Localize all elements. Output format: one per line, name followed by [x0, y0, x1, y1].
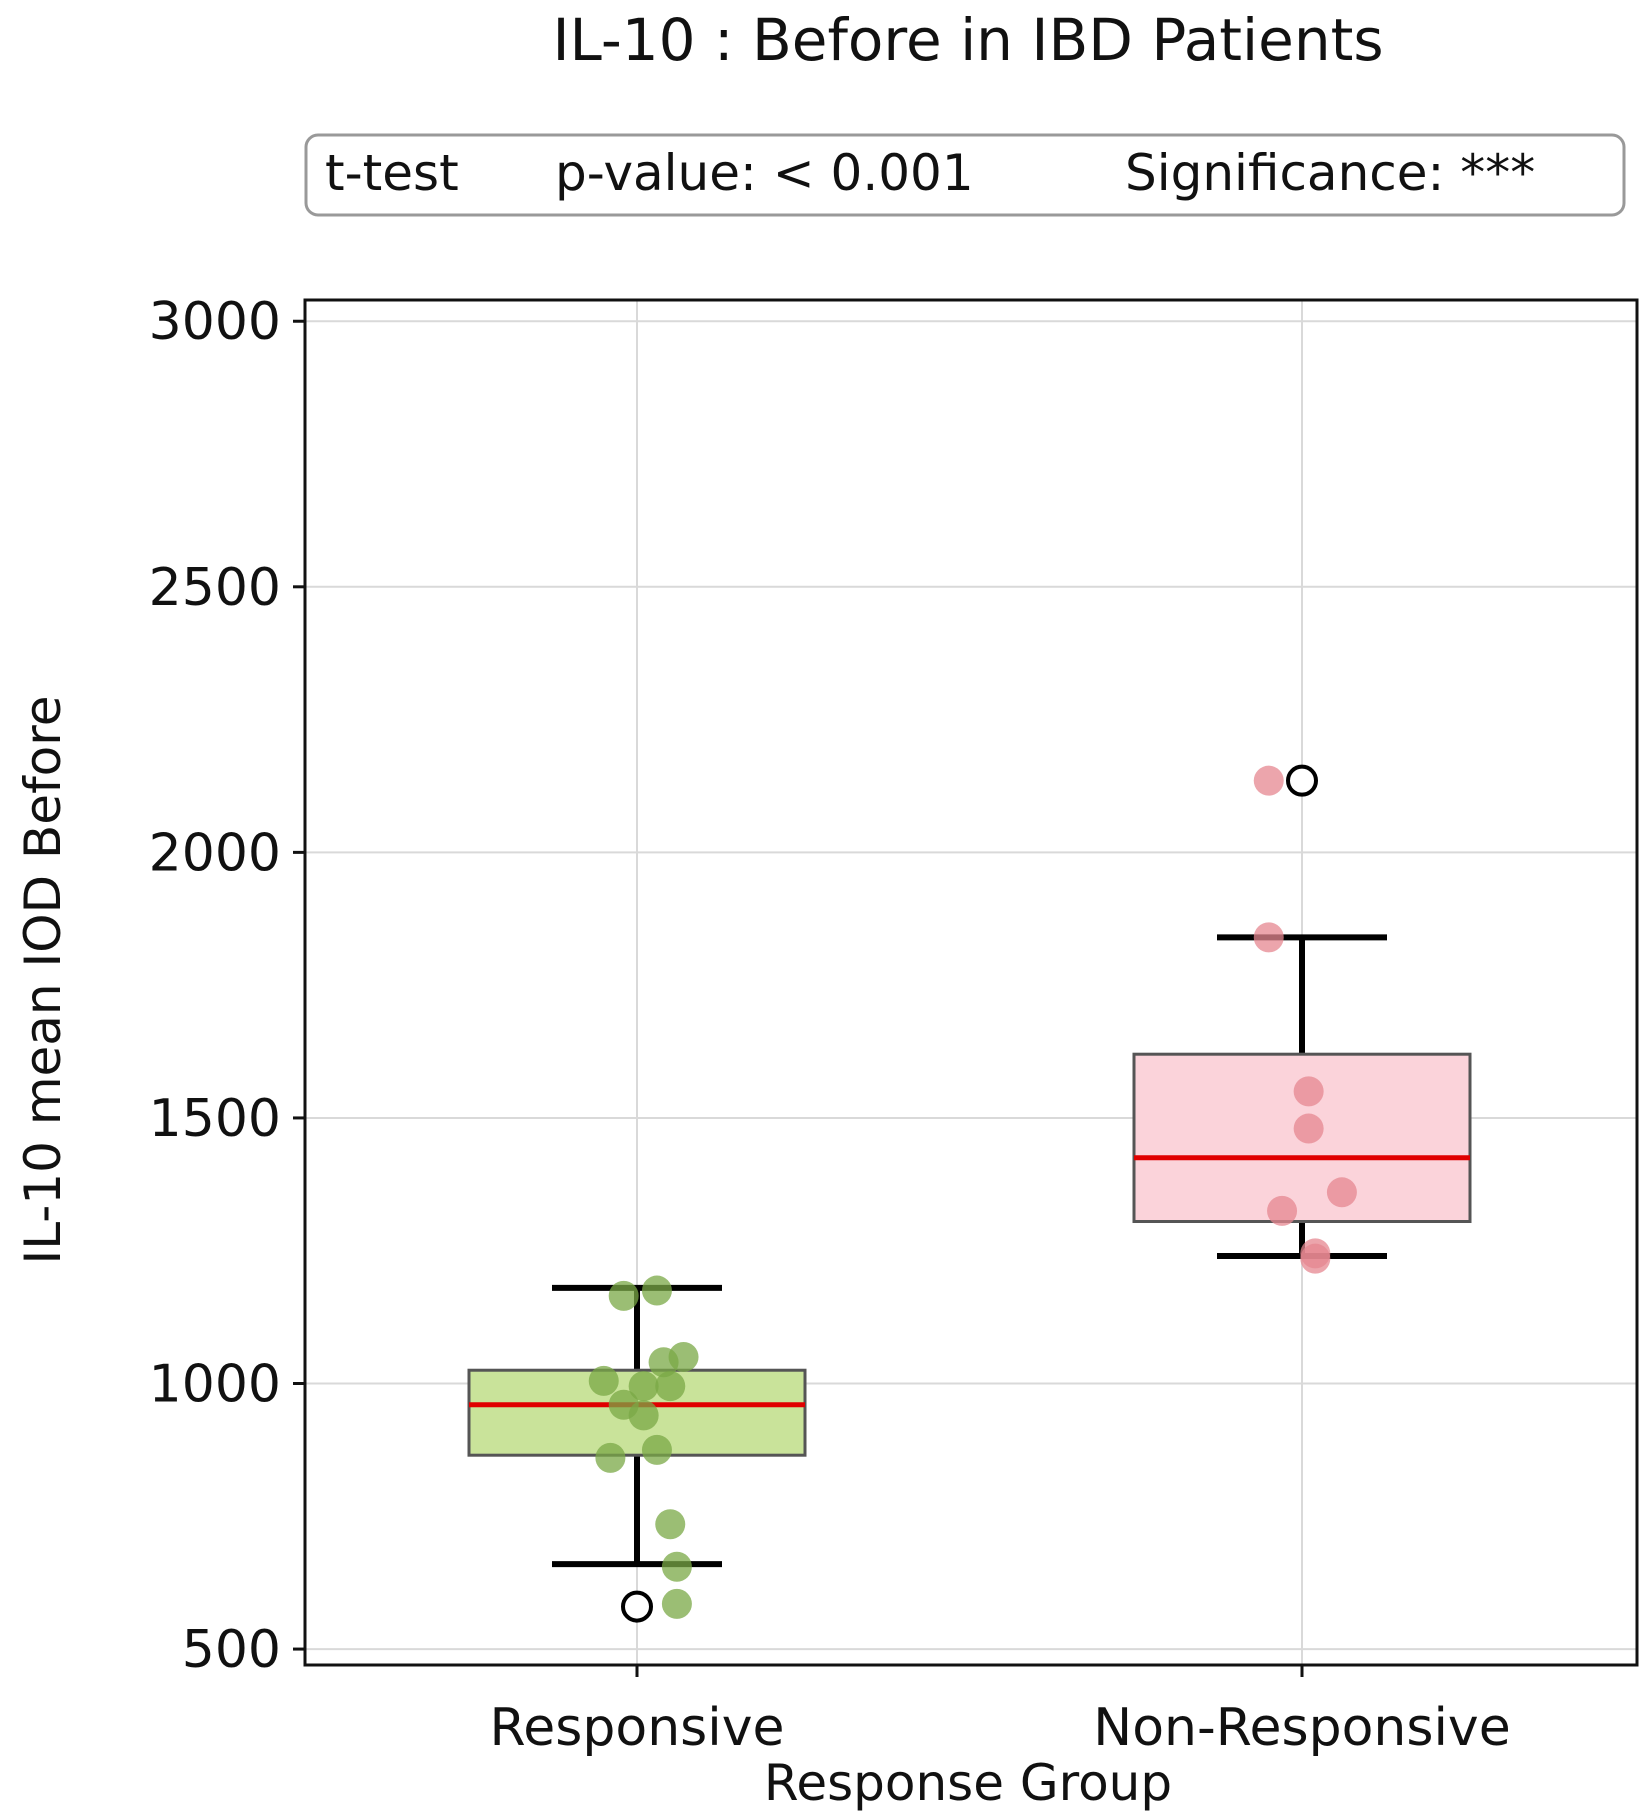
- y-tick-label: 1500: [149, 1089, 281, 1149]
- outlier-point: [1288, 767, 1316, 795]
- y-axis-label: IL-10 mean IOD Before: [14, 696, 72, 1265]
- y-tick-label: 500: [182, 1620, 281, 1680]
- x-tick-label: Non-Responsive: [1093, 1698, 1510, 1758]
- data-point: [1267, 1196, 1297, 1226]
- data-point: [662, 1589, 692, 1619]
- data-point: [595, 1443, 625, 1473]
- plot-frame: [305, 300, 1637, 1665]
- data-point: [1254, 766, 1284, 796]
- y-tick-label: 2500: [149, 558, 281, 618]
- x-tick-label: Responsive: [490, 1698, 785, 1758]
- data-point: [642, 1276, 672, 1306]
- data-point: [662, 1552, 692, 1582]
- y-axis: 500 1000 1500 2000 2500 3000: [149, 292, 305, 1680]
- data-point: [1294, 1114, 1324, 1144]
- data-point: [629, 1400, 659, 1430]
- data-point: [589, 1366, 619, 1396]
- data-point: [1254, 922, 1284, 952]
- data-point: [1327, 1177, 1357, 1207]
- outlier-point: [623, 1593, 651, 1621]
- data-point: [642, 1435, 672, 1465]
- y-tick-label: 2000: [149, 823, 281, 883]
- test-name: t-test: [325, 144, 459, 202]
- y-tick-label: 1000: [149, 1355, 281, 1415]
- x-axis: Responsive Non-Responsive: [490, 1665, 1511, 1758]
- data-point: [655, 1509, 685, 1539]
- x-axis-label: Response Group: [764, 1754, 1172, 1812]
- significance-text: Significance: ***: [1125, 144, 1535, 202]
- chart-title: IL-10 : Before in IBD Patients: [552, 6, 1383, 74]
- grid-lines: [305, 300, 1637, 1665]
- data-point: [1294, 1076, 1324, 1106]
- data-point: [1300, 1244, 1330, 1274]
- statistics-annotation-box: t-test p-value: < 0.001 Significance: **…: [306, 135, 1624, 215]
- y-tick-label: 3000: [149, 292, 281, 352]
- data-point: [609, 1281, 639, 1311]
- p-value-text: p-value: < 0.001: [555, 144, 974, 202]
- data-point: [655, 1371, 685, 1401]
- plot-area: [469, 766, 1470, 1621]
